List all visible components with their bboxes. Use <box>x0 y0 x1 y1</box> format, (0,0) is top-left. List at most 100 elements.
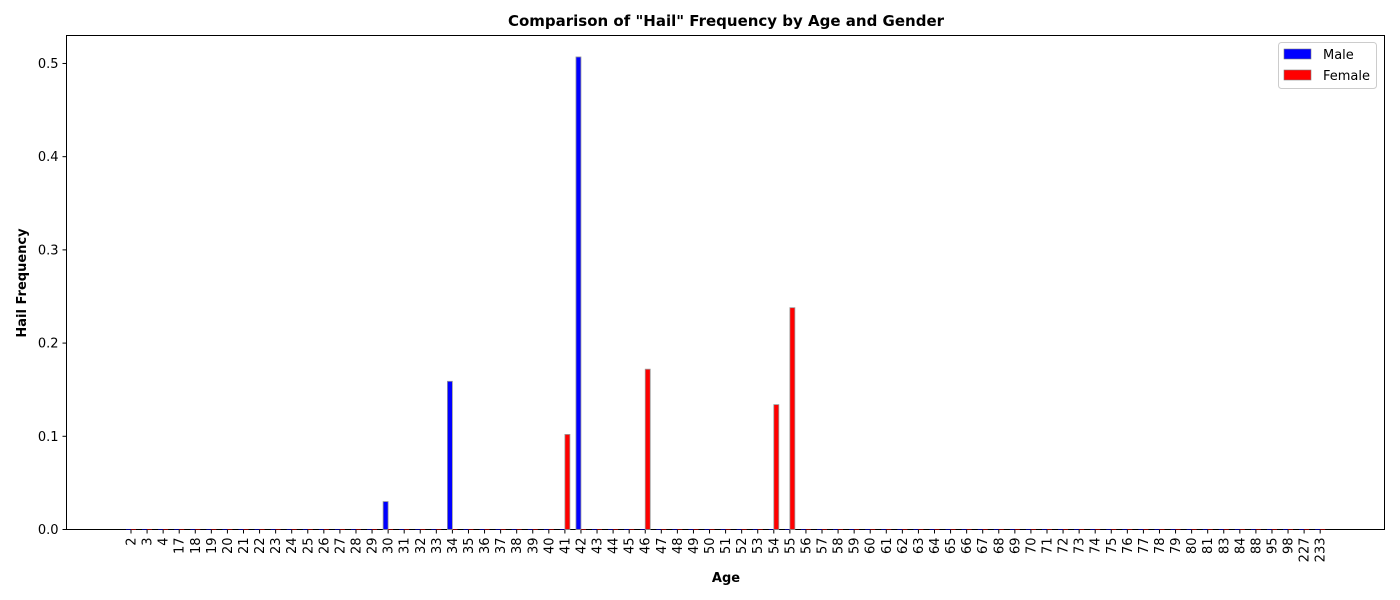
bar-male-78 <box>1154 529 1160 530</box>
x-tick-label: 83 <box>1217 538 1232 555</box>
bar-female-50 <box>709 529 715 530</box>
bar-male-74 <box>1090 529 1096 530</box>
bar-male-44 <box>608 529 614 530</box>
bar-female-39 <box>532 529 538 530</box>
x-tick-label: 84 <box>1233 538 1248 555</box>
x-tick-label: 35 <box>462 538 477 555</box>
x-tick-label: 42 <box>574 538 589 555</box>
bar-female-81 <box>1207 529 1213 530</box>
bar-female-4 <box>163 529 169 530</box>
bar-female-60 <box>870 529 876 530</box>
y-tick-label: 0.1 <box>38 430 59 445</box>
bar-female-68 <box>998 529 1004 530</box>
x-tick-label: 67 <box>976 538 991 555</box>
bar-male-39 <box>527 529 533 530</box>
x-tick-label: 69 <box>1008 538 1023 555</box>
bar-male-81 <box>1202 529 1208 530</box>
x-tick-label: 39 <box>526 538 541 555</box>
bar-male-30 <box>382 501 389 530</box>
bar-female-98 <box>1288 529 1294 530</box>
bar-female-2 <box>131 529 136 530</box>
bar-female-74 <box>1095 529 1101 530</box>
bar-male-54 <box>768 529 774 530</box>
x-tick-label: 44 <box>607 538 622 555</box>
x-tick-label: 45 <box>623 538 638 555</box>
bar-male-25 <box>302 529 308 530</box>
bar-male-19 <box>206 529 212 530</box>
x-tick-label: 54 <box>767 538 782 555</box>
x-tick-label: 77 <box>1137 538 1152 555</box>
bar-female-19 <box>211 529 217 530</box>
x-tick-label: 64 <box>928 538 943 555</box>
bar-female-54 <box>773 404 780 530</box>
bar-female-43 <box>597 529 603 530</box>
bar-male-84 <box>1234 529 1240 530</box>
bar-male-4 <box>158 529 164 530</box>
bar-female-56 <box>805 529 811 530</box>
bar-male-2 <box>126 529 131 530</box>
x-tick-label: 41 <box>558 538 573 555</box>
x-tick-label: 37 <box>494 538 509 555</box>
x-tick-label: 2 <box>125 538 140 546</box>
bar-female-27 <box>339 529 345 530</box>
bar-male-46 <box>640 529 646 530</box>
bar-female-31 <box>404 529 410 530</box>
bar-male-36 <box>479 529 485 530</box>
bar-female-38 <box>516 529 522 530</box>
bar-male-34 <box>446 380 453 530</box>
bar-female-26 <box>323 529 329 530</box>
bar-female-22 <box>259 529 265 530</box>
bar-male-52 <box>736 529 742 530</box>
bar-female-62 <box>902 529 908 530</box>
bar-male-63 <box>913 529 919 530</box>
x-tick-label: 49 <box>687 538 702 555</box>
bar-female-32 <box>420 529 426 530</box>
bar-male-67 <box>977 529 983 530</box>
bar-male-21 <box>238 529 244 530</box>
x-tick-label: 58 <box>832 538 847 555</box>
x-tick-label: 71 <box>1040 538 1055 555</box>
bar-male-20 <box>222 529 228 530</box>
y-tick-label: 0.0 <box>38 523 59 538</box>
bar-male-66 <box>961 529 967 530</box>
bar-female-73 <box>1079 529 1085 530</box>
bar-male-28 <box>350 529 356 530</box>
x-tick-label: 62 <box>896 538 911 555</box>
bar-male-69 <box>1009 529 1015 530</box>
bar-female-233 <box>1320 529 1326 530</box>
bar-female-78 <box>1159 529 1165 530</box>
bar-female-45 <box>629 529 635 530</box>
bar-male-59 <box>849 529 855 530</box>
x-tick-label: 80 <box>1185 538 1200 555</box>
bar-female-42 <box>580 529 586 530</box>
bar-female-47 <box>661 529 667 530</box>
x-tick-label: 4 <box>157 538 172 546</box>
x-tick-label: 25 <box>301 538 316 555</box>
x-tick-label: 17 <box>173 538 188 555</box>
bar-male-3 <box>142 529 148 530</box>
x-tick-label: 46 <box>639 538 654 555</box>
bar-female-3 <box>147 529 153 530</box>
bar-female-80 <box>1191 529 1197 530</box>
bar-male-98 <box>1283 529 1289 530</box>
x-tick-label: 38 <box>510 538 525 555</box>
bar-male-45 <box>624 529 630 530</box>
x-tick-label: 18 <box>189 538 204 555</box>
bar-male-56 <box>800 529 806 530</box>
x-tick-label: 47 <box>655 538 670 555</box>
bar-female-61 <box>886 529 892 530</box>
x-tick-label: 95 <box>1265 538 1280 555</box>
bar-female-88 <box>1255 529 1261 530</box>
bar-female-95 <box>1271 529 1277 530</box>
x-tick-label: 79 <box>1169 538 1184 555</box>
chart-title: Comparison of "Hail" Frequency by Age an… <box>508 12 945 30</box>
bar-female-71 <box>1046 529 1052 530</box>
x-tick-label: 51 <box>719 538 734 555</box>
x-tick-label: 73 <box>1073 538 1088 555</box>
plot-area <box>66 35 1385 530</box>
bar-male-29 <box>367 529 373 530</box>
legend: Male Female <box>1278 42 1377 89</box>
x-tick-label: 57 <box>816 538 831 555</box>
bar-female-21 <box>243 529 249 530</box>
bar-female-77 <box>1143 529 1149 530</box>
